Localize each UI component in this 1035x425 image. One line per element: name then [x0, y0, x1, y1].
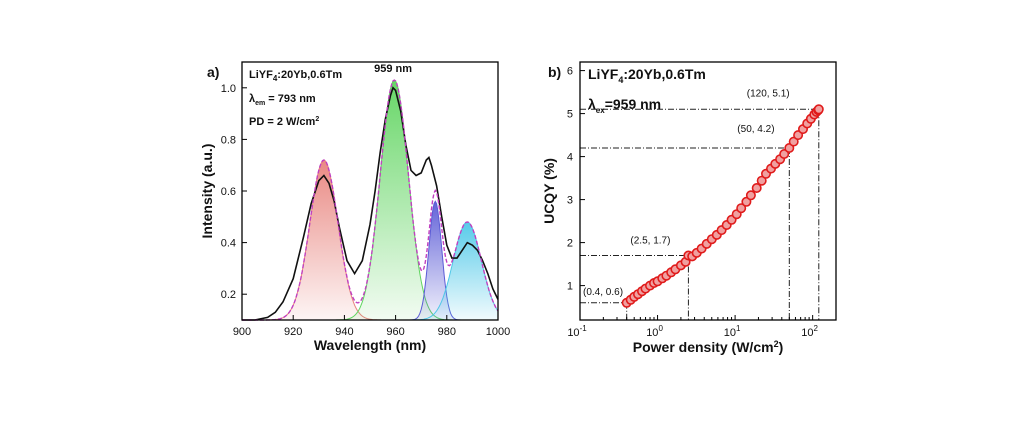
measured-spectrum-line [242, 86, 499, 321]
cumulative-fit-line [242, 79, 499, 321]
peak-area [242, 160, 498, 320]
peak-area [242, 201, 498, 320]
power-density-label-a: PD = 2 W/cm2 [249, 116, 319, 128]
y-axis-b: 1 2 3 4 5 6 [567, 66, 585, 293]
y-tick-label-a: 0.8 [221, 134, 236, 146]
y-tick-label-a: 0.4 [221, 238, 236, 250]
y-tick-label-b: 3 [567, 195, 573, 207]
point-annotation: (50, 4.2) [737, 124, 774, 135]
x-tick-label-a: 940 [335, 326, 353, 338]
panel-b: b) 10-1 100 101 102 1 2 3 4 5 6 (0.4, 0.6) (2.5, … [541, 61, 837, 355]
y-tick-label-b: 4 [567, 152, 573, 164]
x-tick-label-a: 980 [438, 326, 456, 338]
y-tick-label-a: 0.6 [221, 186, 236, 198]
data-point [745, 190, 756, 201]
sample-label-a: LiYF4:20Yb,0.6Tm [249, 69, 342, 83]
x-tick-label-b: 101 [724, 324, 741, 339]
panel-a: a) 900 920 940 960 980 1000 0.2 0.4 0.6 0.8 1.0 L… [199, 61, 510, 353]
y-axis-title-b: UCQY (%) [541, 158, 557, 224]
panel-a-label: a) [207, 64, 219, 80]
point-annotation: (0.4, 0.6) [583, 287, 623, 298]
point-annotation: (120, 5.1) [747, 88, 790, 99]
y-tick-label-a: 0.2 [221, 289, 236, 301]
excitation-label-a: λem = 793 nm [249, 93, 316, 107]
annotation-group: (0.4, 0.6) (2.5, 1.7) (50, 4.2) (120, 5.1) [583, 88, 790, 297]
x-tick-label-a: 1000 [486, 326, 510, 338]
x-axis-a: 900 920 940 960 980 1000 [233, 315, 510, 338]
data-point [756, 175, 767, 186]
plot-frame-b [579, 61, 837, 321]
excitation-label-b: λex=959 nm [588, 96, 661, 115]
y-tick-label-b: 1 [567, 281, 573, 293]
data-points [621, 104, 824, 308]
y-tick-label-a: 1.0 [221, 83, 236, 95]
x-tick-label-a: 920 [284, 326, 302, 338]
x-axis-title-a: Wavelength (nm) [314, 337, 426, 353]
point-annotation: (2.5, 1.7) [630, 236, 670, 247]
y-tick-label-b: 6 [567, 66, 573, 78]
peak-area [242, 80, 498, 320]
peak-label: 959 nm [374, 63, 412, 75]
y-axis-title-a: Intensity (a.u.) [199, 144, 215, 239]
y-axis-a: 0.2 0.4 0.6 0.8 1.0 [221, 83, 247, 301]
x-axis-b: 10-1 100 101 102 [567, 315, 837, 339]
sample-label-b: LiYF4:20Yb,0.6Tm [588, 66, 706, 85]
x-tick-label-b: 10-1 [567, 324, 587, 339]
peak-area [242, 222, 498, 320]
x-tick-label-b: 100 [646, 324, 663, 339]
x-axis-title-b: Power density (W/cm2) [633, 339, 784, 355]
x-tick-label-b: 102 [801, 324, 818, 339]
panel-b-label: b) [548, 64, 561, 80]
guide-lines [580, 108, 820, 320]
x-tick-label-a: 960 [386, 326, 404, 338]
data-point [813, 104, 824, 115]
y-tick-label-b: 5 [567, 109, 573, 121]
data-point [736, 203, 747, 214]
x-tick-label-a: 900 [233, 326, 251, 338]
data-point [741, 196, 752, 207]
y-tick-label-b: 2 [567, 238, 573, 250]
data-point [751, 183, 762, 194]
